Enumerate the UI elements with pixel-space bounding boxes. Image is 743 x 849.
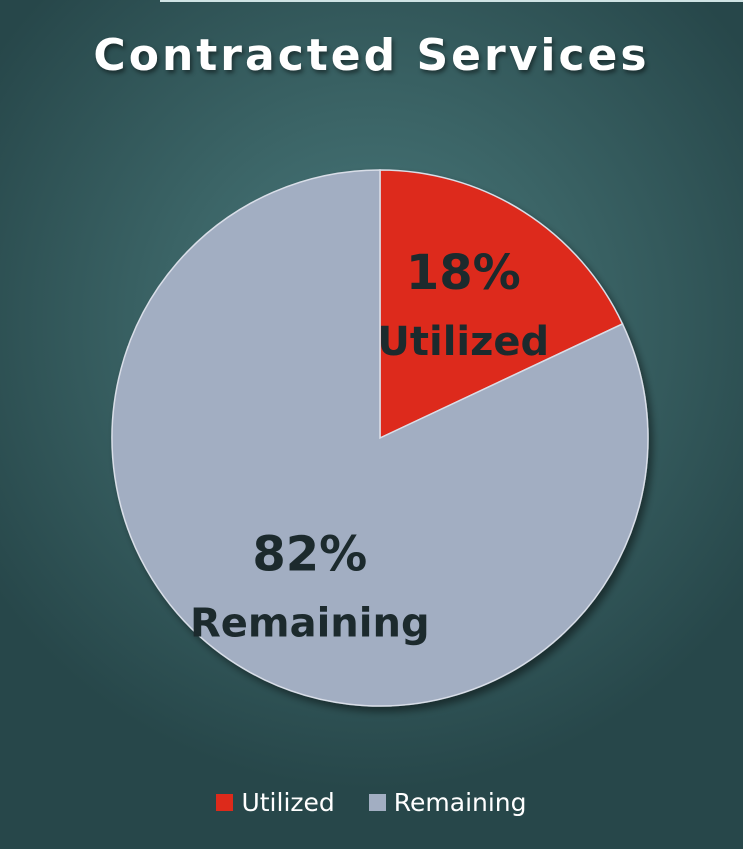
legend-label-remaining: Remaining — [393, 788, 527, 817]
slice-value-label-remaining: 82% — [252, 527, 367, 583]
slice-value-label-utilized: 18% — [406, 245, 521, 301]
pie-slices — [111, 169, 649, 707]
top-edge-line — [160, 0, 743, 2]
legend-entry-remaining: Remaining — [368, 788, 527, 817]
legend-entry-utilized: Utilized — [216, 788, 335, 817]
slice-category-label-remaining: Remaining — [190, 601, 430, 647]
legend-swatch-remaining — [368, 794, 386, 811]
legend: Utilized Remaining — [0, 788, 743, 817]
pie-slice-remaining — [111, 169, 649, 707]
pie-slice-labels: 18% Utilized 82% Remaining — [190, 245, 549, 647]
chart-title: Contracted Services — [93, 30, 650, 81]
slice-category-label-utilized: Utilized — [377, 319, 549, 365]
legend-swatch-utilized — [216, 794, 234, 811]
pie-slice-utilized — [379, 169, 624, 440]
legend-label-utilized: Utilized — [241, 788, 335, 817]
